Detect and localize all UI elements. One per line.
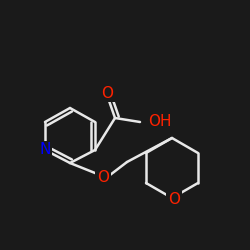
Text: O: O (101, 86, 113, 100)
Text: OH: OH (148, 114, 172, 130)
Text: O: O (168, 192, 180, 208)
Text: N: N (39, 142, 51, 158)
Text: O: O (97, 170, 109, 184)
